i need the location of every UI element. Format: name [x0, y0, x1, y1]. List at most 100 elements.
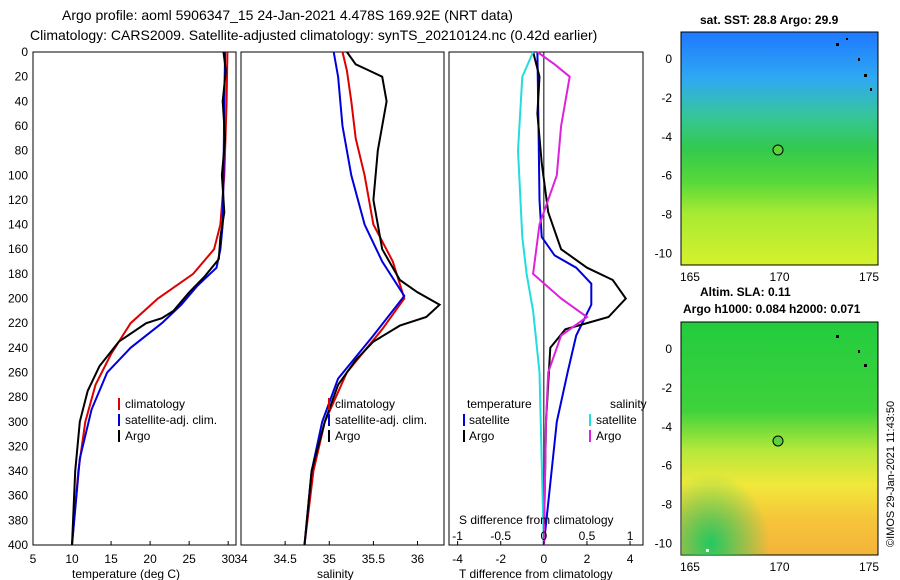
legend-label-climatology: climatology — [335, 397, 395, 411]
x-tick-label: 0 — [541, 552, 548, 566]
salinity-xlabel: salinity — [317, 567, 354, 580]
series-argo — [71, 51, 227, 546]
top-x-tick-label: 1 — [627, 529, 634, 543]
island-dot — [858, 350, 860, 353]
depth-tick-label: 120 — [8, 193, 28, 207]
x-tick-label: 5 — [30, 552, 37, 566]
island-dot — [870, 88, 872, 91]
depth-axis: 0 20 40 60 80 100 120 140 160 180 200 220 240 260 280 3… — [8, 45, 37, 552]
top-x-tick-label: 0 — [541, 529, 548, 543]
x-tick-label: 20 — [143, 552, 157, 566]
map-lat-tick-label: -4 — [661, 130, 672, 144]
legend-label-sal-argo: Argo — [596, 429, 622, 443]
island-dot — [864, 364, 867, 367]
t-difference-xlabel: T difference from climatology — [459, 567, 613, 580]
map-lon-tick-label: 175 — [859, 560, 879, 574]
top-x-tick-label: 0.5 — [579, 529, 596, 543]
map-lon-tick-label: 165 — [680, 270, 700, 284]
depth-tick-label: 200 — [8, 292, 28, 306]
legend-label-argo: Argo — [125, 429, 151, 443]
differences-legend: temperature salinity satellite Argo sate… — [463, 397, 647, 443]
sst-map-title: sat. SST: 28.8 Argo: 29.9 — [700, 13, 839, 27]
map-lon-tick-label: 165 — [680, 560, 700, 574]
map-lat-tick-label: -2 — [661, 381, 672, 395]
series-salinity-argo — [532, 51, 589, 546]
depth-tick-label: 260 — [8, 365, 28, 379]
legend-title-salinity: salinity — [610, 397, 647, 411]
depth-tick-label: 300 — [8, 415, 28, 429]
island-dot — [858, 58, 860, 61]
x-tick-label: 10 — [65, 552, 79, 566]
map-lat-tick-label: -10 — [655, 246, 673, 260]
depth-tick-label: 240 — [8, 341, 28, 355]
depth-tick-label: 400 — [8, 538, 28, 552]
s-difference-label: S difference from climatology — [459, 513, 614, 527]
depth-tick-label: 40 — [15, 94, 29, 108]
x-tick-label: 34.5 — [273, 552, 297, 566]
temperature-panel: 5 10 15 20 25 30 temperature (deg C) climatol… — [30, 51, 237, 580]
map-lat-tick-label: -10 — [655, 536, 673, 550]
x-tick-label: 30 — [222, 552, 236, 566]
sla-island-dots — [706, 335, 867, 552]
map-lat-tick-label: -8 — [661, 498, 672, 512]
depth-tick-label: 20 — [15, 70, 29, 84]
x-tick-label: 4 — [627, 552, 634, 566]
depth-tick-label: 100 — [8, 168, 28, 182]
x-tick-label: -2 — [495, 552, 506, 566]
sla-map-subtitle: Argo h1000: 0.084 h2000: 0.071 — [683, 302, 861, 316]
depth-tick-label: 60 — [15, 119, 29, 133]
x-tick-label: -4 — [452, 552, 463, 566]
map-lon-tick-label: 175 — [859, 270, 879, 284]
x-tick-label: 15 — [104, 552, 118, 566]
salinity-plot-frame — [240, 51, 445, 546]
x-tick-label: 25 — [182, 552, 196, 566]
legend-label-temp-satellite: satellite — [469, 413, 510, 427]
depth-tick-label: 320 — [8, 439, 28, 453]
depth-tick-label: 180 — [8, 267, 28, 281]
map-lat-tick-label: 0 — [665, 52, 672, 66]
series-salinity-satellite — [516, 51, 545, 546]
sst-map: sat. SST: 28.8 Argo: 29.9 0 -2 -4 -6 -8 -10 1… — [655, 13, 880, 284]
depth-tick-label: 340 — [8, 464, 28, 478]
series-temperature-argo — [532, 51, 628, 546]
island-dot — [706, 549, 709, 552]
island-dot — [836, 43, 839, 46]
x-tick-label: 35.5 — [362, 552, 386, 566]
legend-label-sal-satellite: satellite — [596, 413, 637, 427]
depth-tick-label: 280 — [8, 390, 28, 404]
x-tick-label: 36 — [411, 552, 425, 566]
island-dot — [846, 38, 848, 40]
map-lat-tick-label: -8 — [661, 208, 672, 222]
map-lat-tick-label: -6 — [661, 459, 672, 473]
map-lat-tick-label: 0 — [665, 342, 672, 356]
depth-tick-label: 0 — [21, 45, 28, 59]
legend-label-satellite-adj: satellite-adj. clim. — [335, 413, 427, 427]
legend-label-climatology: climatology — [125, 397, 185, 411]
map-lon-tick-label: 170 — [769, 270, 789, 284]
series-temperature-satellite — [536, 51, 593, 546]
series-argo — [303, 51, 442, 546]
x-tick-label: 35 — [323, 552, 337, 566]
top-x-tick-label: -0.5 — [490, 529, 511, 543]
salinity-panel: 34 34.5 35 35.5 36 salinity climatology sate… — [234, 51, 445, 580]
island-dot — [864, 74, 867, 77]
temperature-plot-frame — [32, 51, 237, 546]
depth-tick-label: 380 — [8, 513, 28, 527]
island-dot — [836, 335, 839, 338]
legend-label-satellite-adj: satellite-adj. clim. — [125, 413, 217, 427]
sst-argo-position-marker — [772, 144, 784, 156]
top-x-tick-label: -1 — [452, 529, 463, 543]
x-tick-label: 34 — [234, 552, 248, 566]
differences-panel: -4 -2 0 2 4 -1 -0.5 0 0.5 1 S difference from cl… — [448, 51, 647, 580]
legend-label-argo: Argo — [335, 429, 361, 443]
temperature-legend: climatology satellite-adj. clim. Argo — [118, 397, 217, 443]
depth-tick-label: 220 — [8, 316, 28, 330]
sla-map: Altim. SLA: 0.11 Argo h1000: 0.084 h2000… — [655, 285, 880, 574]
map-lon-tick-label: 170 — [769, 560, 789, 574]
salinity-legend: climatology satellite-adj. clim. Argo — [328, 397, 427, 443]
depth-tick-label: 160 — [8, 242, 28, 256]
temperature-xlabel: temperature (deg C) — [72, 567, 180, 580]
map-lat-tick-label: -6 — [661, 169, 672, 183]
imos-credit: ©IMOS 29-Jan-2021 11:43:50 — [885, 401, 897, 547]
